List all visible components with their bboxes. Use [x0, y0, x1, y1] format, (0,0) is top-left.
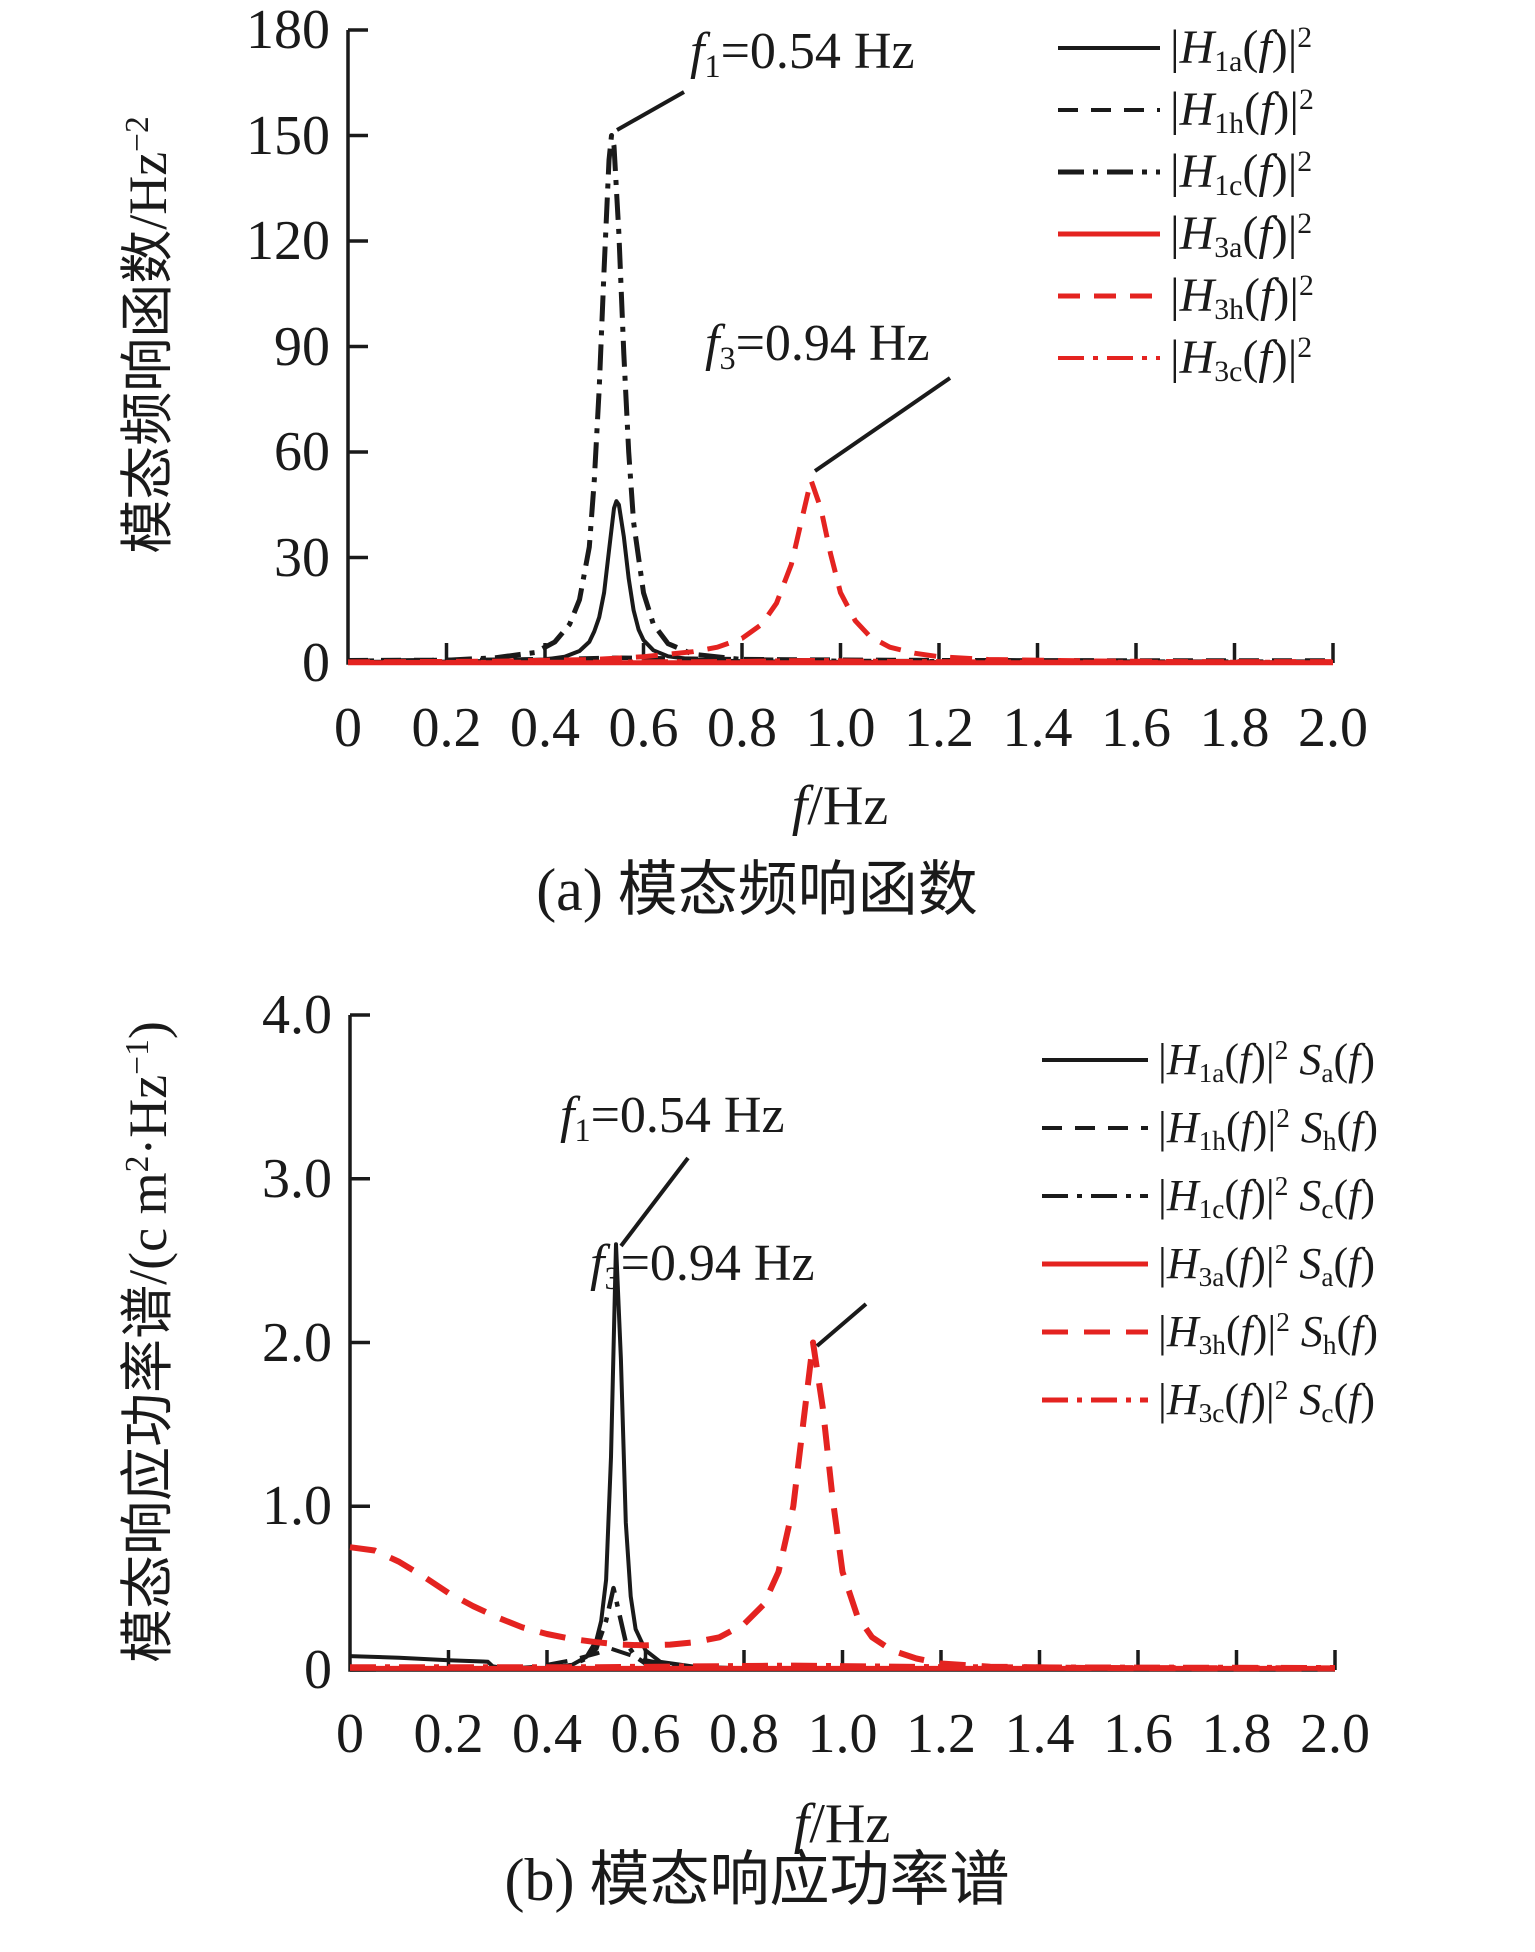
x-tick-label-b: 1.2 [906, 1703, 976, 1765]
y-tick-label-a: 0 [302, 632, 330, 694]
annotation-text-b-1: f3=0.94 Hz [590, 1235, 815, 1297]
x-tick-label-a: 1.2 [904, 697, 974, 759]
legend-label-H1c: |H1c(f)|2 [1170, 144, 1313, 203]
y-tick-label-b: 3.0 [262, 1147, 332, 1210]
x-tick-label-a: 1.0 [805, 697, 876, 759]
caption-b: (b) 模态响应功率谱 [504, 1847, 1010, 1913]
x-tick-label-b: 0.2 [413, 1703, 484, 1765]
legend-label-H1h: |H1h(f)|2 [1170, 82, 1314, 141]
series-H3h-line [347, 477, 1333, 665]
annotation-leader-a-0 [616, 90, 685, 132]
y-tick-label-b: 4.0 [262, 984, 332, 1046]
series-H3cSc-line [350, 1662, 1336, 1670]
legend-label-H3a: |H3a(f)|2 [1170, 206, 1313, 265]
annotation-text-a-0: f1=0.54 Hz [690, 23, 915, 85]
x-tick-label-a: 0.6 [608, 697, 679, 759]
y-axis-title-b: 模态响应功率谱/(c m2·Hz−1) [118, 1021, 178, 1663]
annotation-leader-b-1 [815, 1302, 868, 1348]
x-tick-label-b: 1.6 [1103, 1703, 1173, 1765]
x-tick-label-b: 0.4 [512, 1703, 582, 1765]
x-axis-title-b: f/Hz [793, 1793, 891, 1855]
series-H1a-line [347, 499, 1333, 665]
y-tick-label-a: 180 [246, 0, 330, 61]
legend-label-H3hSh: |H3h(f)|2 Sh(f) [1158, 1307, 1379, 1360]
y-tick-label-a: 150 [246, 104, 330, 167]
x-tick-label-b: 2.0 [1300, 1703, 1370, 1765]
x-tick-label-a: 1.6 [1101, 697, 1171, 759]
annotation-text-a-1: f3=0.94 Hz [705, 315, 930, 377]
legend-label-H3aSa: |H3a(f)|2 Sa(f) [1158, 1239, 1375, 1292]
x-tick-label-a: 1.8 [1199, 697, 1270, 759]
legend-label-H3h: |H3h(f)|2 [1170, 268, 1314, 327]
legend-label-H1a: |H1a(f)|2 [1170, 20, 1313, 79]
annotation-leader-b-0 [619, 1156, 690, 1248]
x-axis-title-a: f/Hz [791, 775, 889, 837]
series-H3c-line [347, 657, 1334, 665]
y-tick-label-a: 60 [274, 421, 330, 483]
x-tick-label-a: 2.0 [1298, 697, 1368, 759]
y-axis-title-a: 模态频响函数/Hz−2 [118, 116, 178, 554]
y-tick-label-a: 90 [274, 315, 330, 378]
legend-label-H1aSa: |H1a(f)|2 Sa(f) [1158, 1035, 1375, 1088]
x-tick-label-a: 0 [334, 697, 362, 759]
x-tick-label-b: 0 [336, 1703, 364, 1765]
x-tick-label-b: 1.0 [807, 1703, 878, 1765]
x-tick-label-b: 0.6 [610, 1703, 681, 1765]
annotation-leader-a-1 [813, 376, 952, 473]
legend-label-H1cSc: |H1c(f)|2 Sc(f) [1158, 1171, 1375, 1224]
annotation-text-b-0: f1=0.54 Hz [560, 1087, 785, 1149]
y-tick-label-a: 30 [274, 526, 330, 589]
legend-label-H3cSc: |H3c(f)|2 Sc(f) [1158, 1375, 1375, 1428]
x-tick-label-b: 0.8 [709, 1703, 779, 1765]
legend-label-H1hSh: |H1h(f)|2 Sh(f) [1158, 1103, 1379, 1156]
y-tick-label-b: 0 [304, 1639, 332, 1701]
legend-label-H3c: |H3c(f)|2 [1170, 330, 1313, 389]
series-H3hSh-line [349, 1339, 1336, 1672]
y-tick-label-a: 120 [246, 210, 330, 272]
y-tick-label-b: 1.0 [262, 1475, 332, 1538]
series-H1h-line [347, 655, 1333, 663]
x-tick-label-a: 0.2 [411, 697, 482, 759]
y-tick-label-b: 2.0 [262, 1311, 332, 1374]
x-tick-label-a: 0.8 [707, 697, 777, 759]
caption-a: (a) 模态频响函数 [536, 857, 978, 923]
x-tick-label-a: 0.4 [510, 697, 580, 759]
x-tick-label-a: 1.4 [1002, 697, 1073, 759]
x-tick-label-b: 1.4 [1004, 1703, 1075, 1765]
x-tick-label-b: 1.8 [1201, 1703, 1272, 1765]
